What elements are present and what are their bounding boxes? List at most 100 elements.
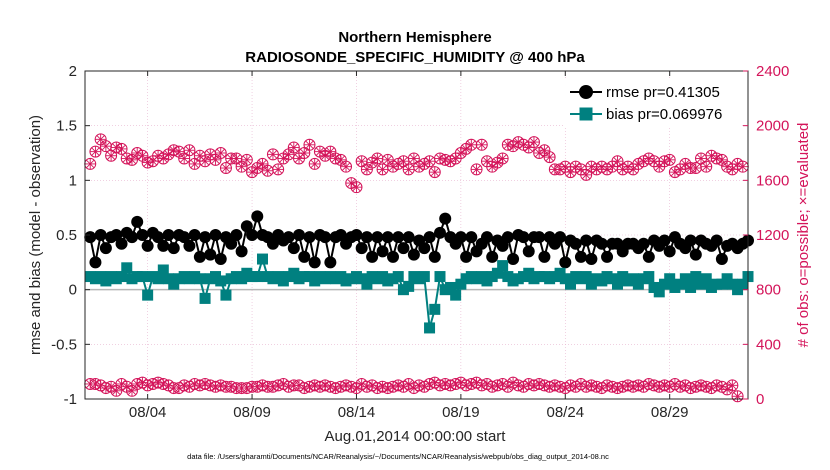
obs-count-upper-point [272,163,285,176]
bias-point [136,271,148,283]
bias-point [580,271,592,283]
legend-box [563,78,741,126]
obs-evaluated-cross [487,162,497,171]
obs-evaluated-cross [581,170,591,180]
obs-evaluated-cross [383,155,392,165]
bias-point [444,281,456,293]
obs-evaluated-cross [430,167,439,177]
bias-point [424,322,436,334]
rmse-point [486,250,499,263]
obs-evaluated-cross [174,147,184,156]
obs-count-upper-point [230,152,243,165]
obs-evaluated-cross [425,156,434,166]
obs-evaluated-cross [649,156,659,166]
obs-count-series [84,133,749,403]
obs-evaluated-cross [702,162,711,171]
obs-evaluated-cross [503,382,513,391]
chart-title-line2: RADIOSONDE_SPECIFIC_HUMIDITY @ 400 hPa [245,49,585,66]
obs-evaluated-cross [159,154,168,163]
obs-evaluated-cross [681,159,690,169]
obs-count-upper-point [303,138,316,151]
bias-point [690,271,702,283]
rmse-point [397,242,410,255]
rmse-point [381,231,394,244]
obs-evaluated-cross [493,158,502,167]
obs-evaluated-cross [101,141,111,151]
rmse-point [496,239,509,252]
obs-evaluated-cross [498,154,507,163]
obs-count-upper-point [663,153,676,166]
bias-point [215,275,227,287]
obs-evaluated-cross [529,137,539,147]
obs-evaluated-cross [200,156,210,166]
obs-count-upper-point [423,155,436,168]
rmse-point [298,250,311,263]
x-tick-label: 08/29 [651,404,689,421]
obs-count-upper-point [376,163,389,176]
obs-evaluated-cross [404,165,413,174]
obs-count-upper-point [402,163,415,176]
bias-point [491,267,503,279]
obs-count-upper-point [324,145,337,158]
obs-count-upper-point [235,160,248,173]
obs-count-upper-point [580,168,593,181]
obs-count-upper-point [214,147,227,159]
obs-evaluated-cross [232,154,241,163]
legend: rmse pr=0.41305 bias pr=0.069976 [563,78,741,126]
bias-point [664,273,676,285]
y2-axis-label: # of obs: o=possible; ×=evaluated [795,123,812,348]
y-tick-label: 1 [69,172,77,189]
x-tick-label: 08/09 [233,404,271,421]
obs-count-lower-point [721,383,734,396]
rmse-point [178,231,191,244]
rmse-point [136,229,149,241]
rmse-point [433,226,446,239]
obs-count-upper-point [470,163,483,176]
obs-evaluated-cross [545,152,554,162]
bias-point [361,278,373,290]
rmse-point [517,231,530,244]
obs-count-upper-point [355,155,368,168]
obs-count-upper-point [94,133,107,146]
rmse-point [507,253,520,266]
rmse-point [663,245,676,258]
rmse-point [355,242,368,255]
rmse-point [574,250,587,263]
obs-evaluated-cross [352,383,361,393]
y2-tick-label: 0 [756,391,764,408]
obs-evaluated-cross [263,166,272,175]
obs-count-upper-point [527,136,540,149]
y-tick-label: 1.5 [56,118,77,135]
x-axis-label: Aug.01,2014 00:00:00 start [325,428,507,445]
rmse-point [418,242,431,255]
obs-evaluated-cross [341,162,351,171]
bias-point [157,264,169,276]
obs-evaluated-cross [665,155,674,165]
obs-count-upper-point [334,153,347,166]
y-tick-label: 2 [69,63,77,80]
obs-evaluated-cross [138,151,147,160]
obs-count-upper-point [266,148,279,161]
rmse-point [125,231,138,244]
rmse-point [569,237,582,250]
obs-count-upper-point [381,153,394,166]
rmse-point [554,231,567,244]
obs-evaluated-cross [467,140,476,150]
rmse-point [324,256,337,269]
obs-count-upper-point [183,144,196,157]
rmse-point [115,237,128,250]
obs-count-upper-point [99,140,112,153]
bias-point [611,278,623,290]
obs-count-upper-point [105,149,118,162]
bias-point [121,262,133,274]
obs-evaluated-cross [164,150,173,159]
bias-point [497,260,509,272]
obs-evaluated-cross [206,150,215,159]
obs-count-upper-point [611,155,624,168]
rmse-point [141,239,154,252]
bias-point [403,280,415,292]
rmse-point [94,229,107,241]
bias-point [152,273,164,285]
obs-evaluated-cross [106,382,116,391]
obs-evaluated-cross [221,163,231,173]
